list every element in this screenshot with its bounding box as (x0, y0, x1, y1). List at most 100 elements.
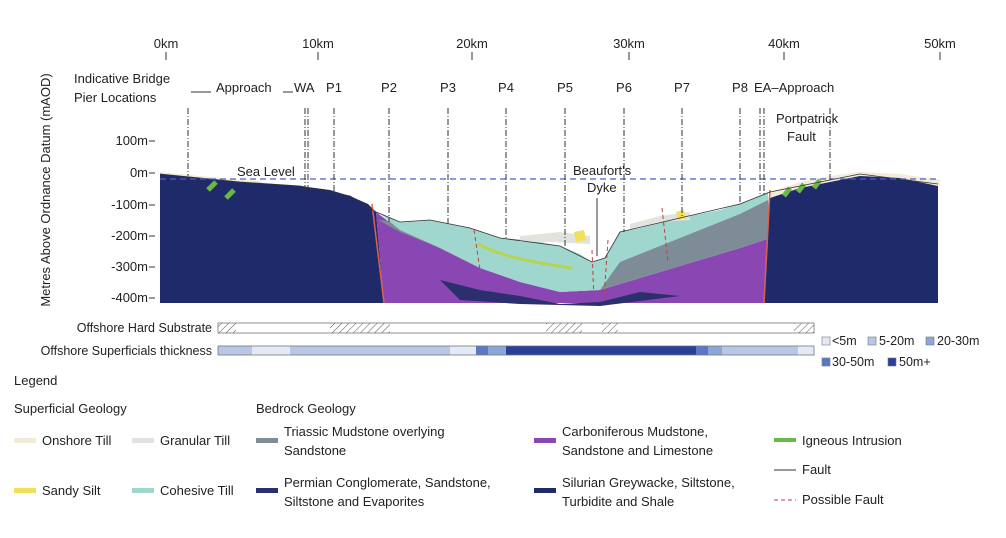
hard-substrate-label: Offshore Hard Substrate (77, 321, 212, 335)
legend-triassic-line2: Sandstone (284, 443, 346, 458)
swatch-cohesive-till (132, 488, 154, 493)
legend-carboniferous-line2: Sandstone and Limestone (562, 443, 713, 458)
portpatrick-fault-label-line2: Fault (787, 129, 816, 144)
x-tick-label: 20km (456, 36, 488, 51)
hard-substrate-segment (330, 323, 386, 333)
bedrock-geology-title: Bedrock Geology (256, 401, 356, 416)
thickness-class-label: <5m (832, 334, 857, 348)
swatch-carboniferous (534, 438, 556, 443)
legend-silurian-line2: Turbidite and Shale (562, 494, 674, 509)
y-tick-label: 0m (130, 165, 148, 180)
swatch-granular-till (132, 438, 154, 443)
y-axis: Metres Above Ordnance Datum (mAOD) 100m … (38, 73, 155, 307)
thickness-swatch (821, 336, 831, 346)
legend: Legend Superficial Geology Bedrock Geolo… (14, 373, 902, 509)
thickness-swatch (887, 357, 897, 367)
thickness-segment (290, 346, 352, 355)
possible-fault (603, 239, 609, 299)
hard-substrate-bar (217, 322, 815, 334)
seabed-profile (159, 173, 939, 263)
pier-p7: P7 (674, 80, 690, 95)
pier-p6: P6 (616, 80, 632, 95)
hard-substrate-segment (794, 323, 814, 333)
legend-granular-till: Granular Till (160, 433, 230, 448)
hard-substrate-segment (546, 323, 582, 333)
cross-section (159, 172, 940, 306)
thickness-segment (488, 346, 506, 355)
thickness-class-label: 30-50m (832, 355, 874, 369)
x-tick-label: 10km (302, 36, 334, 51)
legend-possible-fault: Possible Fault (802, 492, 884, 507)
swatch-triassic (256, 438, 278, 443)
thickness-class-label: 5-20m (879, 334, 914, 348)
portpatrick-fault-label-line1: Portpatrick (776, 111, 839, 126)
igneous-sill (477, 242, 573, 270)
x-axis: 0km 10km 20km 30km 40km 50km (154, 36, 956, 60)
thickness-legend: <5m 5-20m 20-30m 30-50m 50m+ (821, 334, 979, 369)
legend-carboniferous-line1: Carboniferous Mudstone, (562, 424, 708, 439)
legend-permian-line2: Siltstone and Evaporites (284, 494, 425, 509)
y-tick-label: 100m (115, 133, 148, 148)
superficials-bar-outline (217, 345, 815, 356)
thickness-swatch (867, 336, 877, 346)
legend-triassic-line1: Triassic Mudstone overlying (284, 424, 445, 439)
beauforts-dyke-label-line1: Beaufort's (573, 163, 632, 178)
thickness-segment (352, 346, 450, 355)
igneous-intrusions (206, 178, 822, 200)
thickness-segment (708, 346, 722, 355)
fault-west (371, 203, 385, 304)
x-tick-label: 40km (768, 36, 800, 51)
pier-p8: P8 (732, 80, 748, 95)
granular-till-patch (520, 232, 590, 244)
y-axis-label: Metres Above Ordnance Datum (mAOD) (38, 73, 53, 306)
igneous-intrusion (206, 180, 218, 192)
beauforts-dyke-label-line2: Dyke (587, 180, 617, 195)
legend-title: Legend (14, 373, 57, 388)
thickness-swatch (925, 336, 935, 346)
pier-approach-west: Approach (216, 80, 272, 95)
annotations: Sea Level Beaufort's Dyke Portpatrick Fa… (237, 111, 839, 256)
silurian-east (764, 176, 938, 303)
pier-p2: P2 (381, 80, 397, 95)
thickness-segment (218, 346, 252, 355)
triassic-band (378, 196, 770, 292)
hard-substrate-strip: Offshore Hard Substrate (77, 321, 815, 335)
igneous-intrusion (782, 186, 792, 198)
possible-fault (661, 207, 669, 263)
permian-lens (440, 280, 680, 306)
superficials-strip: Offshore Superficials thickness (41, 344, 815, 358)
possible-fault (591, 249, 595, 301)
x-tick-label: 50km (924, 36, 956, 51)
thickness-swatch (821, 357, 831, 367)
y-tick-label: -300m (111, 259, 148, 274)
pier-p3: P3 (440, 80, 456, 95)
pier-lines (187, 108, 831, 248)
thickness-segment (506, 346, 656, 355)
legend-fault: Fault (802, 462, 831, 477)
legend-igneous: Igneous Intrusion (802, 433, 902, 448)
thickness-segment (696, 346, 708, 355)
swatch-permian (256, 488, 278, 493)
hard-substrate-segment (218, 323, 236, 333)
legend-cohesive-till: Cohesive Till (160, 483, 234, 498)
igneous-intrusion (224, 188, 236, 200)
pier-ea-approach: EA–Approach (754, 80, 834, 95)
swatch-onshore-till (14, 438, 36, 443)
pier-title-line2: Pier Locations (74, 90, 157, 105)
thickness-segment (252, 346, 290, 355)
thickness-segment (450, 346, 476, 355)
hard-substrate-segment (602, 323, 618, 333)
x-tick-label: 30km (613, 36, 645, 51)
thickness-segment (798, 346, 814, 355)
sea-level-label: Sea Level (237, 164, 295, 179)
pier-labels: Indicative Bridge Pier Locations Approac… (74, 71, 834, 105)
x-tick-label: 0km (154, 36, 179, 51)
pier-p1: P1 (326, 80, 342, 95)
pier-p5: P5 (557, 80, 573, 95)
swatch-sandy-silt (14, 488, 36, 493)
superficials-label: Offshore Superficials thickness (41, 344, 212, 358)
legend-permian-line1: Permian Conglomerate, Sandstone, (284, 475, 491, 490)
thickness-segment (722, 346, 798, 355)
legend-onshore-till: Onshore Till (42, 433, 111, 448)
